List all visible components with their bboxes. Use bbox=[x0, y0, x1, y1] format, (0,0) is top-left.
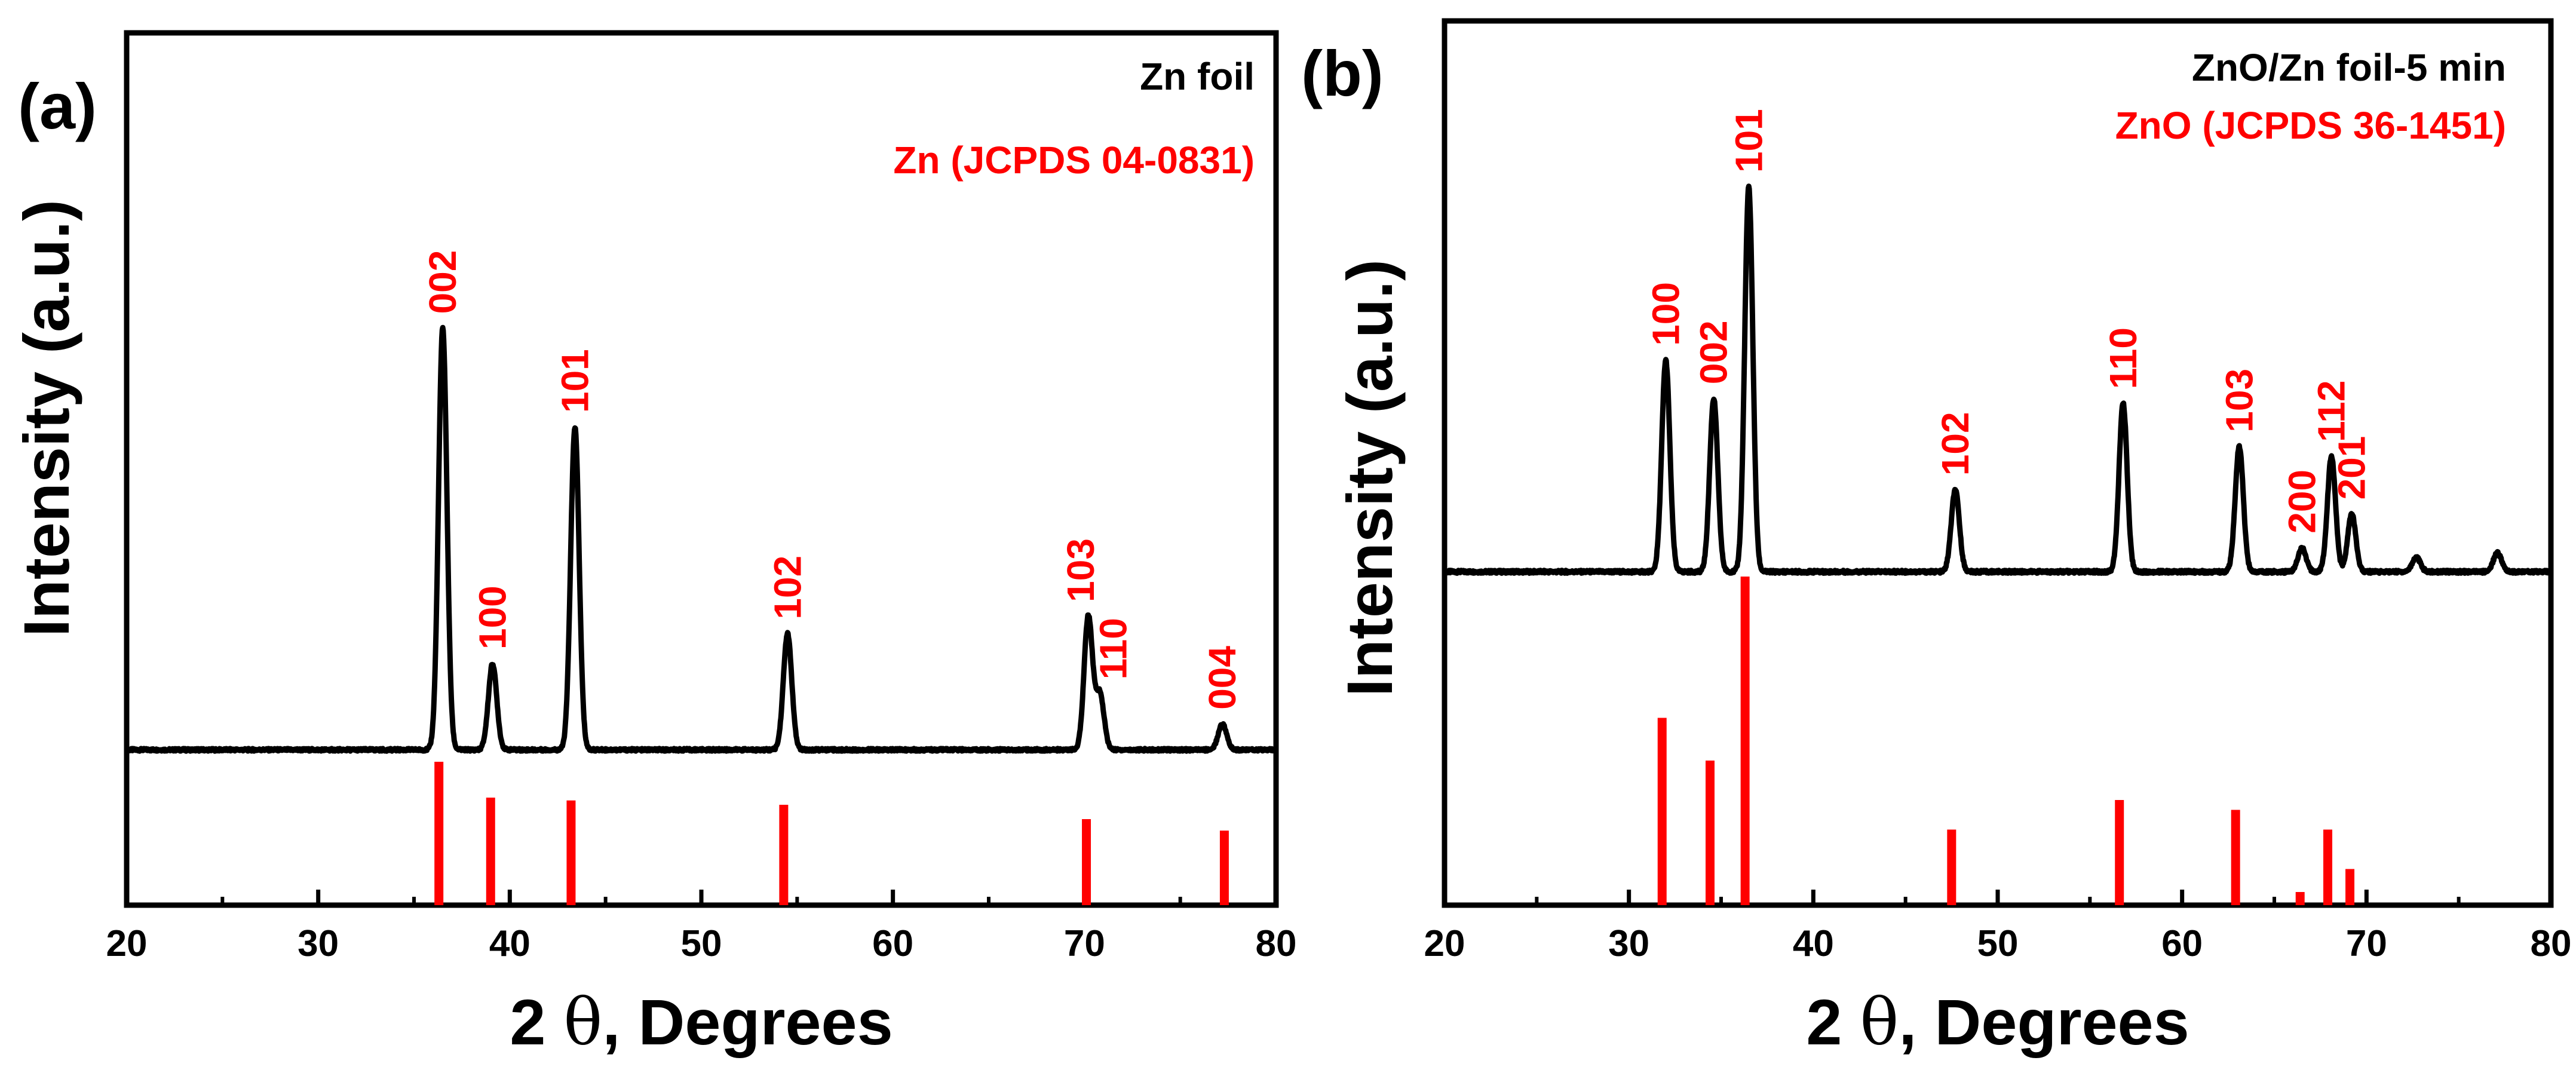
x-tick-label: 80 bbox=[1256, 923, 1297, 964]
xrd-pattern-line bbox=[1442, 183, 2554, 576]
legend-entry-reference: ZnO (JCPDS 36-1451) bbox=[2115, 104, 2506, 147]
peak-label-102: 102 bbox=[1934, 412, 1977, 476]
x-tick-label: 30 bbox=[1608, 923, 1649, 964]
x-tick-label: 40 bbox=[1793, 923, 1834, 964]
peak-label-004: 004 bbox=[1201, 646, 1244, 710]
legend-entry-pattern: Zn foil bbox=[1140, 55, 1255, 98]
x-tick-label: 70 bbox=[1064, 923, 1105, 964]
legend-entry-pattern: ZnO/Zn foil-5 min bbox=[2192, 46, 2506, 89]
peak-label-201: 201 bbox=[2330, 436, 2373, 500]
panel-label: (b) bbox=[1301, 37, 1384, 109]
peak-label-103: 103 bbox=[1059, 538, 1102, 602]
panel-b: 20 30 40 50 60 70 80 2 θ, Degrees Intensity (a.u… bbox=[1301, 18, 2572, 1060]
x-tick-label: 30 bbox=[298, 923, 339, 964]
x-tick-label: 50 bbox=[681, 923, 722, 964]
peak-label-110: 110 bbox=[2102, 327, 2145, 389]
x-tick-label: 60 bbox=[2161, 923, 2203, 964]
y-axis-label: Intensity (a.u.) bbox=[1333, 259, 1406, 697]
peak-label-110: 110 bbox=[1091, 618, 1134, 679]
x-axis-label-symbol: θ bbox=[1860, 985, 1899, 1060]
peak-label-002: 002 bbox=[421, 250, 464, 314]
peak-label-200: 200 bbox=[2280, 470, 2323, 534]
x-tick-label: 70 bbox=[2346, 923, 2387, 964]
peak-label-100: 100 bbox=[1644, 282, 1687, 346]
x-axis-label-prefix: 2 bbox=[1806, 986, 1860, 1058]
xrd-pattern-line bbox=[124, 324, 1279, 754]
y-axis-label: Intensity (a.u.) bbox=[10, 200, 82, 637]
peak-label-112: 112 bbox=[2310, 381, 2353, 442]
x-tick-label: 50 bbox=[1977, 923, 2019, 964]
peak-label-102: 102 bbox=[766, 556, 809, 620]
peak-label-100: 100 bbox=[471, 586, 514, 649]
legend-entry-reference: Zn (JCPDS 04-0831) bbox=[893, 139, 1255, 182]
x-tick-label: 20 bbox=[106, 923, 148, 964]
x-axis-label: 2 θ, Degrees bbox=[510, 985, 893, 1060]
x-tick-label: 40 bbox=[489, 923, 530, 964]
x-axis-label-prefix: 2 bbox=[510, 986, 563, 1058]
x-axis-label-symbol: θ bbox=[563, 985, 602, 1060]
x-axis-label: 2 θ, Degrees bbox=[1806, 985, 2189, 1060]
peak-label-101: 101 bbox=[553, 349, 596, 413]
x-axis-label-suffix: , Degrees bbox=[1899, 986, 2189, 1058]
peak-label-002: 002 bbox=[1692, 320, 1735, 384]
x-tick-label: 60 bbox=[872, 923, 913, 964]
plot-frame bbox=[1442, 18, 2554, 908]
panel-label: (a) bbox=[18, 70, 97, 142]
x-tick-label: 20 bbox=[1424, 923, 1465, 964]
peak-label-101: 101 bbox=[1727, 109, 1770, 173]
panel-a: 20 30 40 50 60 70 80 2 θ, Degrees Intensity (a.u… bbox=[10, 30, 1297, 1060]
x-axis-label-suffix: , Degrees bbox=[602, 986, 893, 1058]
peak-label-103: 103 bbox=[2218, 369, 2261, 433]
x-tick-label: 80 bbox=[2531, 923, 2572, 964]
